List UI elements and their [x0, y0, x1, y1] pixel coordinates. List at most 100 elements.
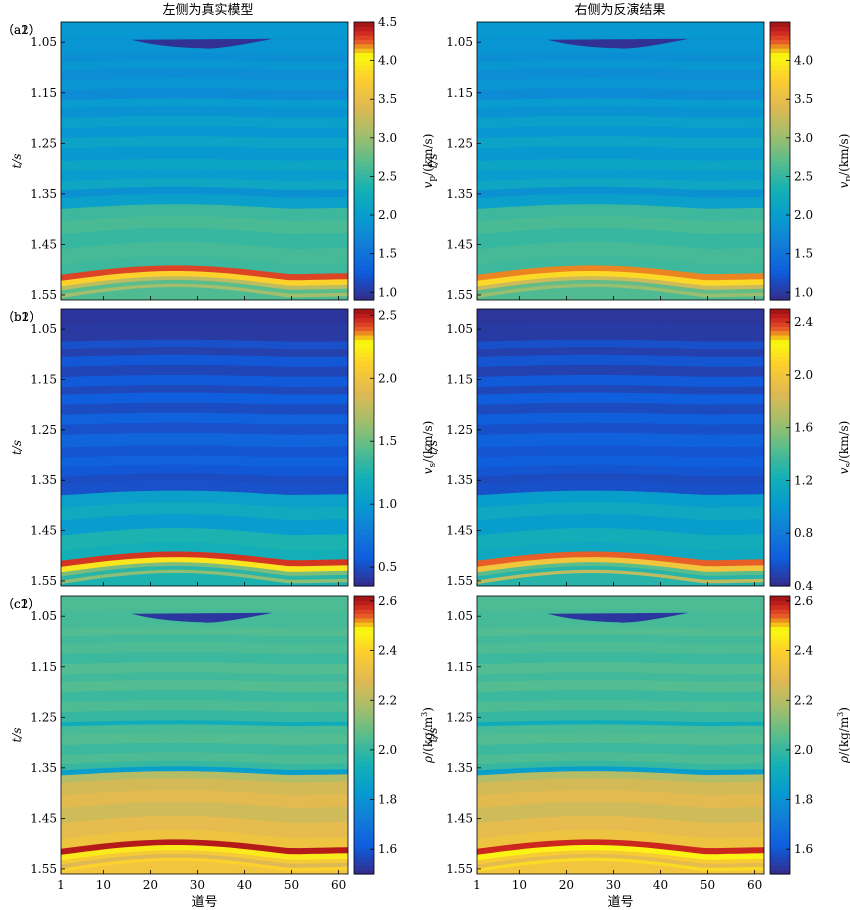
colorbar-swatch [770, 143, 790, 149]
colorbar-swatch [770, 399, 790, 405]
colorbar-tick-label: 2.0 [378, 743, 397, 757]
colorbar-tick-label: 4.0 [378, 54, 397, 68]
y-tick-label: 1.45 [30, 811, 57, 825]
colorbar-swatch [770, 656, 790, 662]
colorbar-swatch [770, 613, 790, 619]
colorbar-swatch [354, 787, 374, 793]
colorbar-swatch [770, 61, 790, 67]
y-axis-label: t/s [10, 153, 24, 168]
x-tick-label: 10 [512, 878, 527, 892]
colorbar-swatch [770, 26, 790, 32]
colorbar-swatch [770, 538, 790, 544]
colorbar-swatch [770, 369, 790, 375]
colorbar-swatch [770, 447, 790, 453]
colorbar-swatch [770, 542, 790, 548]
y-tick-label: 1.35 [446, 187, 473, 201]
plot-frame [60, 308, 349, 587]
colorbar-swatch [354, 295, 374, 301]
colorbar-swatch [354, 551, 374, 557]
y-tick-label: 1.15 [446, 86, 473, 100]
colorbar-label: vs/(km/s) [421, 421, 438, 475]
colorbar-swatch [354, 860, 374, 866]
colorbar-swatch [354, 434, 374, 440]
colorbar-swatch [770, 460, 790, 466]
colorbar-swatch [354, 369, 374, 375]
panel-c2: （c2）1.051.151.251.351.451.55t/s1 10 20 30 40… [2, 594, 850, 910]
colorbar-swatch [354, 630, 374, 636]
colorbar-swatch [354, 512, 374, 518]
x-tick-label: 50 [284, 878, 299, 892]
colorbar-swatch [354, 460, 374, 466]
colorbar-swatch [354, 321, 374, 327]
y-tick-label: 1.05 [30, 609, 57, 623]
colorbar-swatch [354, 808, 374, 814]
colorbar-label-unit: /(kg/m [837, 716, 850, 756]
colorbar-tick-label: 2.2 [378, 693, 397, 707]
colorbar-swatch [354, 826, 374, 832]
colorbar-swatch [770, 756, 790, 762]
y-tick-label: 1.25 [30, 136, 57, 150]
colorbar-swatch [770, 648, 790, 654]
colorbar-swatch [770, 195, 790, 201]
y-tick-label: 1.35 [30, 473, 57, 487]
y-tick-label: 1.15 [30, 660, 57, 674]
colorbar-frame [769, 308, 791, 587]
colorbar-swatch [354, 534, 374, 539]
colorbar-swatch [770, 317, 790, 323]
colorbar-tick-label: 1.0 [794, 285, 813, 299]
colorbar-swatch [354, 395, 374, 401]
colorbar-swatch [770, 339, 790, 345]
colorbar-swatch [354, 404, 374, 410]
colorbar-swatch [770, 804, 790, 810]
plot-frame [476, 595, 765, 875]
colorbar-swatch [770, 243, 790, 249]
x-tick-label: 40 [237, 878, 252, 892]
panel-label: （c1） [2, 597, 40, 611]
colorbar-swatch [770, 821, 790, 827]
colorbar-swatch [354, 234, 374, 240]
x-tick-label: 60 [331, 878, 346, 892]
colorbar-swatch [770, 326, 790, 332]
colorbar-swatch [354, 626, 374, 632]
panel-label: （b1） [2, 310, 41, 324]
panel-b2: （b2）1.051.151.251.351.451.55t/s0.40.81.2… [2, 308, 850, 593]
colorbar-swatch [354, 843, 374, 849]
colorbar-swatch [354, 735, 374, 740]
colorbar-swatch [770, 282, 790, 288]
colorbar-swatch [770, 687, 790, 693]
colorbar-swatch [354, 352, 374, 358]
colorbar-swatch [770, 82, 790, 88]
colorbar-swatch [354, 126, 374, 132]
panel-c1: （c1）1.05 1.15 1.25 1.35 1.45 1.55 t/s 1 10 20 30 40… [2, 594, 435, 910]
colorbar-swatch [354, 365, 374, 371]
colorbar-swatch [354, 695, 374, 701]
colorbar-swatch [354, 635, 374, 641]
colorbar-swatch [354, 852, 374, 858]
colorbar-swatch [354, 82, 374, 88]
layer-band [477, 287, 764, 300]
colorbar-tick-label: 1.0 [378, 285, 397, 299]
colorbar-swatch [354, 499, 374, 505]
colorbar-swatch [354, 503, 374, 509]
colorbar-label-unit: /(km/s) [421, 421, 435, 463]
colorbar-swatch [354, 161, 374, 166]
colorbar-swatch [354, 577, 374, 583]
colorbar-swatch [770, 226, 790, 232]
colorbar-swatch [770, 100, 790, 106]
colorbar-swatch [770, 499, 790, 505]
colorbar-swatch [770, 852, 790, 858]
colorbar-swatch [770, 126, 790, 132]
colorbar-swatch [354, 717, 374, 723]
colorbar-frame [353, 308, 375, 587]
colorbar-swatch [354, 113, 374, 119]
colorbar-swatch [354, 560, 374, 565]
heatmap-b2 [477, 309, 764, 586]
colorbar-swatch [770, 826, 790, 832]
y-tick-label: 1.55 [446, 574, 473, 588]
colorbar-swatch [354, 648, 374, 654]
y-tick-label: 1.05 [446, 609, 473, 623]
colorbar-swatch [770, 74, 790, 80]
colorbar-tick-label: 1.2 [794, 473, 813, 487]
colorbar-swatch [354, 213, 374, 219]
colorbar-swatch [770, 860, 790, 866]
